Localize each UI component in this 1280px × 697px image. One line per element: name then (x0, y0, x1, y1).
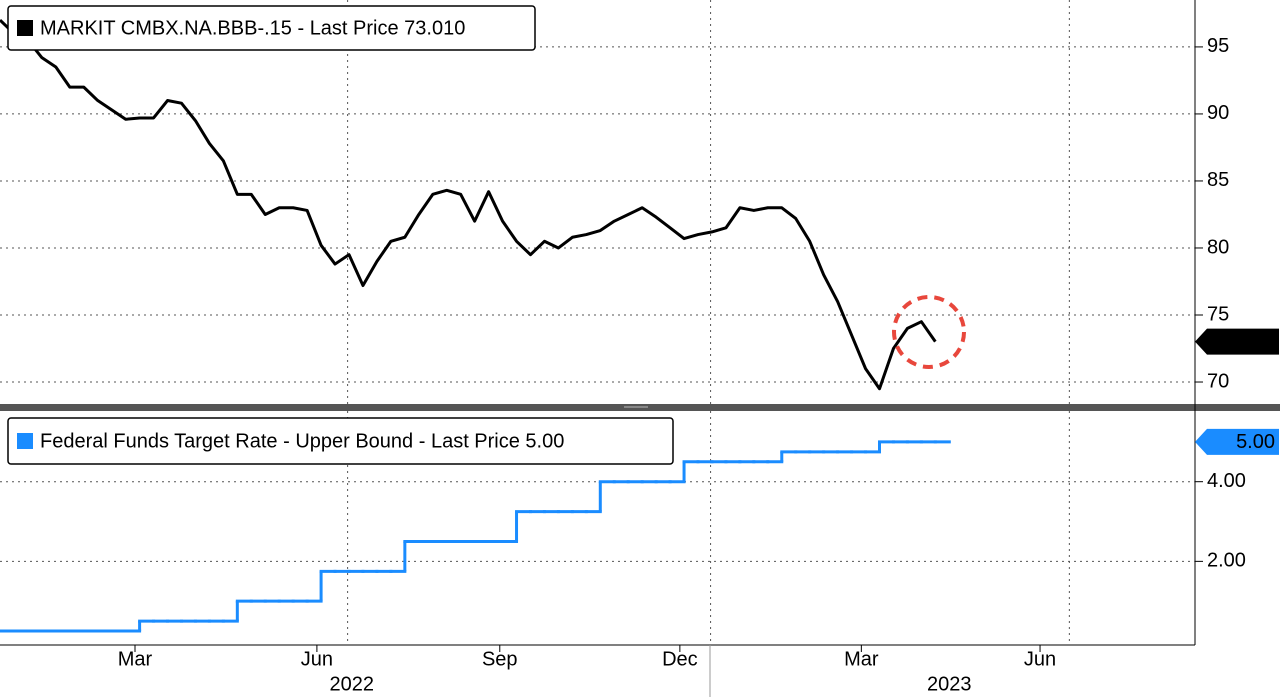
legend-label: Federal Funds Target Rate - Upper Bound … (40, 430, 564, 452)
legend-box (7, 417, 674, 465)
x-tick-label: Dec (662, 648, 698, 670)
y-tick-label: 75 (1207, 303, 1229, 325)
year-label: 2022 (330, 673, 375, 695)
y-tick-label: 2.00 (1207, 550, 1246, 572)
y-tick-label: 90 (1207, 102, 1229, 124)
legend-swatch (17, 433, 33, 449)
y-tick-label: 70 (1207, 370, 1229, 392)
x-tick-label: Sep (482, 648, 518, 670)
last-price-badge (1195, 428, 1279, 455)
price-line (0, 19, 937, 391)
legend-box (7, 5, 536, 51)
last-price-label: 73.010 (1214, 331, 1275, 353)
x-tick-label: Mar (118, 648, 153, 670)
x-tick-label: Mar (844, 648, 879, 670)
last-price-badge (1195, 328, 1279, 355)
legend-label: MARKIT CMBX.NA.BBB-.15 - Last Price 73.0… (40, 17, 465, 39)
year-label: 2023 (927, 673, 972, 695)
legend-swatch (17, 20, 33, 36)
y-tick-label: 85 (1207, 169, 1229, 191)
highlight-circle (892, 295, 966, 369)
y-tick-label: 95 (1207, 35, 1229, 57)
x-tick-label: Jun (301, 648, 333, 670)
x-tick-label: Jun (1024, 648, 1056, 670)
y-tick-label: 80 (1207, 236, 1229, 258)
last-price-label: 5.00 (1236, 431, 1275, 453)
y-tick-label: 4.00 (1207, 470, 1246, 492)
